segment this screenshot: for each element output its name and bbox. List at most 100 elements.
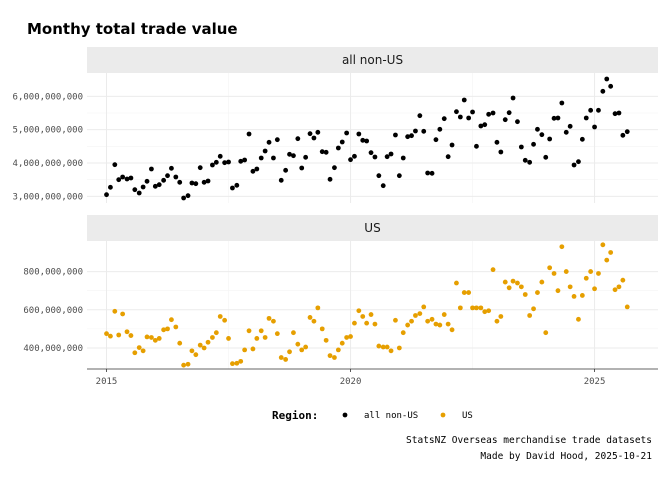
data-point (360, 137, 366, 143)
data-point (319, 149, 325, 155)
data-point (486, 111, 492, 117)
data-point (136, 345, 142, 351)
data-point (620, 132, 626, 138)
data-point (254, 336, 260, 341)
y-tick-label: 600,000,000 (23, 306, 83, 316)
data-point (287, 349, 292, 355)
data-point (348, 157, 353, 163)
data-point (474, 305, 479, 311)
data-point (388, 348, 394, 354)
data-point (522, 292, 528, 297)
data-point (299, 347, 305, 353)
data-point (352, 320, 357, 326)
data-point (315, 129, 321, 135)
data-point (274, 331, 280, 337)
data-point (327, 353, 333, 359)
data-point (583, 275, 589, 281)
data-point (258, 328, 264, 334)
data-point (454, 109, 459, 115)
facet-panel-us: US 400,000,000 600,000,000 800,000,000 (23, 215, 658, 369)
data-point (128, 175, 134, 181)
data-point (149, 166, 154, 172)
data-point (262, 148, 268, 154)
data-point (608, 250, 614, 255)
data-point (551, 271, 557, 276)
data-point (510, 95, 516, 101)
chart-title: Monthy total trade value (27, 20, 238, 38)
data-point (364, 320, 370, 326)
data-point (112, 308, 118, 314)
data-point (344, 335, 350, 340)
data-point (571, 162, 577, 168)
data-point (120, 174, 126, 180)
data-point (409, 133, 414, 139)
data-point (494, 139, 500, 145)
data-point (120, 311, 126, 317)
data-point (242, 347, 248, 353)
data-point (323, 337, 329, 343)
y-tick-label: 5,000,000,000 (13, 126, 83, 136)
data-point (563, 269, 569, 274)
data-point (352, 153, 357, 159)
data-point (539, 132, 545, 138)
data-point (457, 305, 463, 311)
data-point (140, 348, 146, 354)
data-point (409, 318, 414, 324)
data-point (559, 100, 565, 106)
data-point (380, 183, 386, 189)
data-point (262, 335, 268, 340)
data-point (559, 244, 565, 250)
data-point (108, 333, 113, 339)
data-points (104, 76, 630, 201)
y-tick-label: 400,000,000 (23, 344, 83, 354)
data-point (482, 309, 488, 315)
data-point (161, 177, 167, 183)
data-point (486, 308, 492, 314)
data-point (527, 159, 533, 165)
data-point (478, 305, 484, 311)
data-point (376, 343, 382, 349)
data-point (210, 162, 215, 168)
data-point (177, 179, 183, 185)
data-point (234, 360, 240, 366)
data-point (571, 294, 577, 299)
x-axis-tick-labels: 2015 2020 2025 (96, 369, 605, 387)
data-point (230, 361, 235, 367)
data-point (425, 318, 431, 324)
plot-area (87, 73, 658, 203)
data-point (413, 313, 418, 318)
data-point (258, 155, 264, 161)
data-point (421, 304, 427, 310)
data-point (238, 358, 244, 364)
data-point (429, 316, 435, 322)
data-point (600, 242, 606, 248)
data-point (124, 176, 130, 182)
data-point (348, 334, 353, 339)
data-point (478, 123, 484, 129)
data-point (356, 131, 362, 137)
data-point (393, 317, 398, 323)
data-point (612, 111, 618, 117)
data-point (181, 362, 187, 368)
data-point (287, 151, 292, 157)
data-point (624, 304, 630, 310)
data-point (433, 321, 439, 327)
data-point (234, 182, 240, 188)
y-tick-label: 6,000,000,000 (13, 92, 83, 102)
data-point (588, 107, 594, 113)
data-point (543, 154, 549, 160)
legend-key-all-non-us (342, 412, 348, 418)
gridlines (87, 73, 658, 203)
data-point (474, 143, 479, 149)
data-point (425, 170, 431, 176)
data-point (189, 180, 195, 186)
data-point (327, 176, 333, 182)
data-point (368, 150, 374, 156)
data-point (535, 290, 540, 295)
data-point (417, 311, 423, 316)
data-point (152, 183, 158, 189)
data-point (108, 184, 113, 190)
y-tick-label: 4,000,000,000 (13, 159, 83, 169)
data-point (518, 144, 524, 150)
data-point (506, 285, 512, 291)
